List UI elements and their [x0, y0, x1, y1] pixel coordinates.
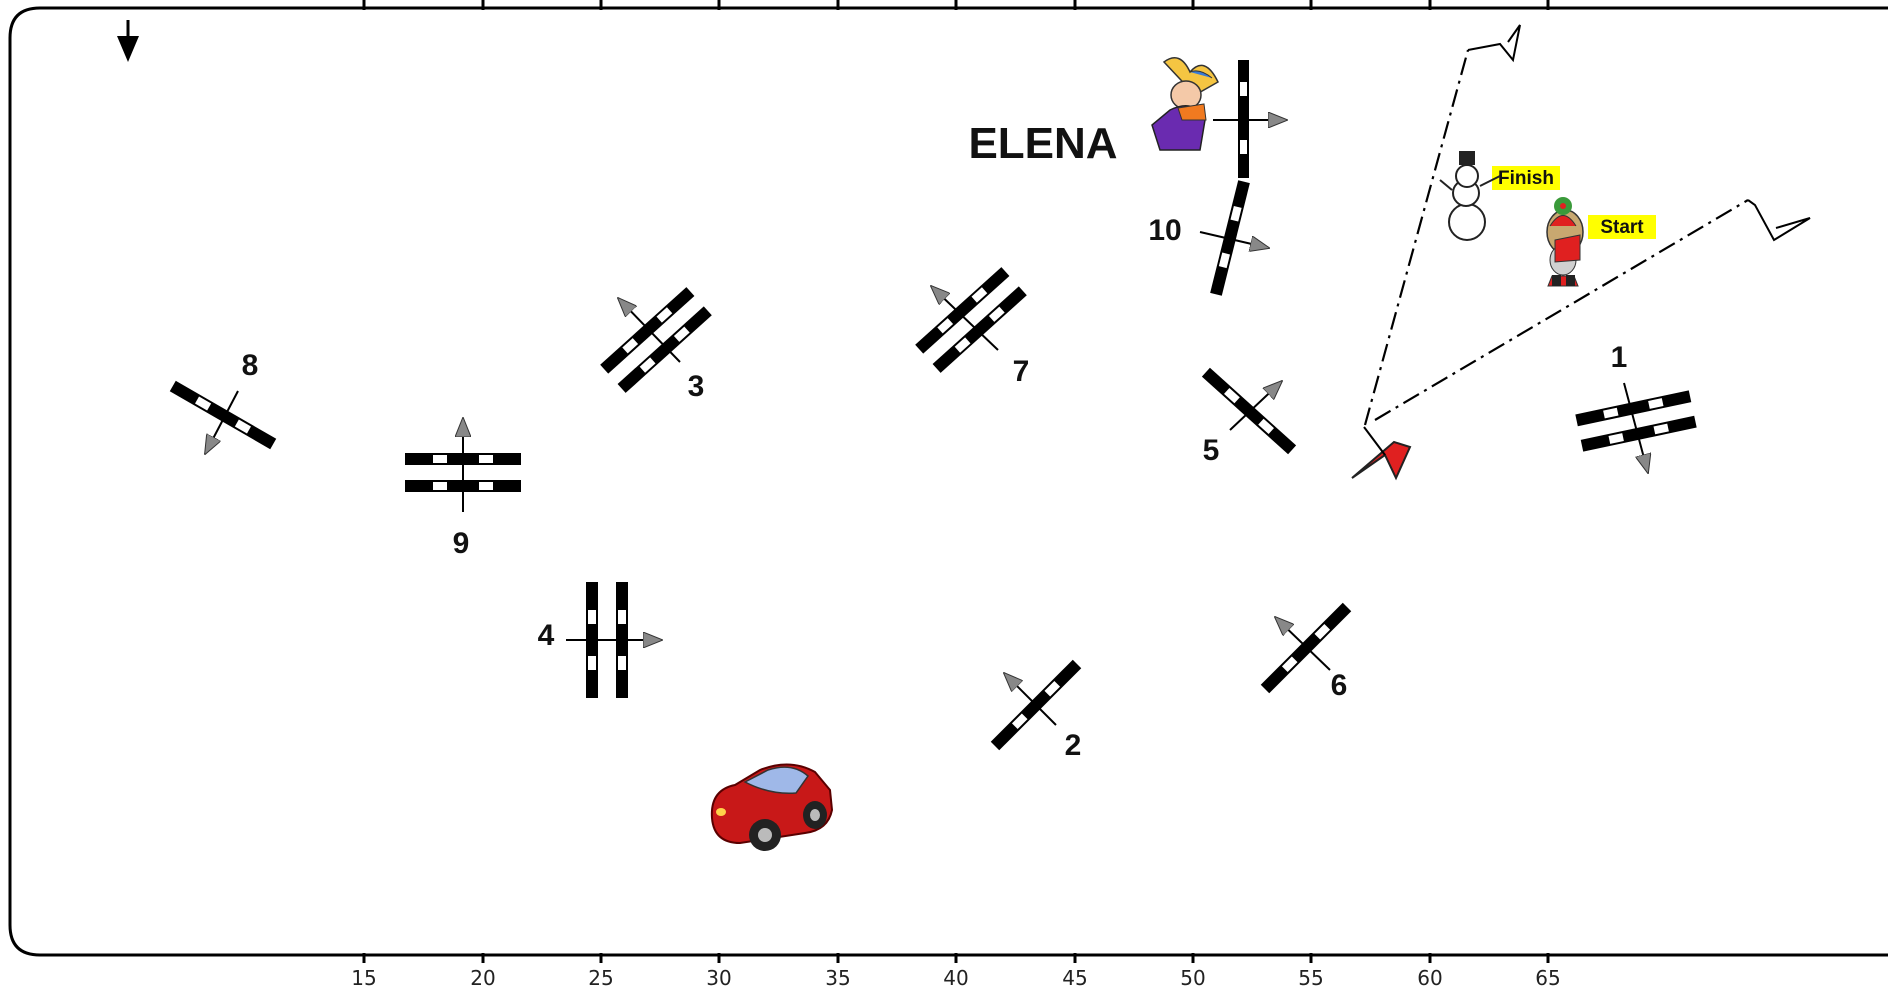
finish-tag: Finish [1492, 166, 1560, 190]
jump-direction-arrow [618, 298, 681, 363]
axis-tick-label: 60 [1417, 966, 1442, 986]
obstacle-4-label: 4 [538, 619, 555, 652]
axis-tick-label: 55 [1298, 966, 1323, 986]
jester-clipart [1151, 57, 1219, 151]
finish-label: Finish [1498, 168, 1554, 189]
axis-tick-label: 25 [588, 966, 613, 986]
axis-tick-label: 50 [1180, 966, 1205, 986]
axis-tick-label: 20 [470, 966, 495, 986]
jump-direction-arrow [1229, 381, 1282, 431]
jump-direction-arrow [1004, 673, 1057, 726]
red-car-clipart [710, 763, 834, 851]
obstacle-3-label: 3 [688, 370, 705, 403]
axis-tick-label: 35 [825, 966, 850, 986]
course-name: ELENA [968, 119, 1117, 168]
axis-tick-label: 45 [1062, 966, 1087, 986]
obstacle-6-label: 6 [1331, 669, 1348, 702]
arrow-down-icon [117, 20, 139, 62]
obstacle-2-label: 2 [1065, 729, 1082, 762]
bottom-ruler [362, 953, 1550, 963]
jump-direction-arrow [1623, 382, 1648, 473]
obstacle-7 [915, 267, 1027, 373]
axis-tick-label: 30 [706, 966, 731, 986]
axis-tick-label: 40 [943, 966, 968, 986]
santa-clipart [1546, 197, 1584, 287]
jump-direction-arrow [1199, 231, 1269, 248]
obstacle-10-label: 10 [1148, 214, 1181, 247]
obstacle-1 [1575, 390, 1697, 452]
start-label: Start [1600, 217, 1644, 238]
arena-border [8, 6, 1888, 957]
start-flag-icon [1351, 426, 1412, 481]
jump-direction-arrow [931, 286, 999, 351]
obstacle-9-label: 9 [453, 527, 470, 560]
obstacle-5-label: 5 [1203, 434, 1220, 467]
start-tag: Start [1588, 215, 1656, 239]
obstacle-8 [169, 380, 277, 450]
obstacle-7-label: 7 [1013, 355, 1030, 388]
top-ruler [362, 0, 1550, 10]
obstacle-1-label: 1 [1611, 341, 1628, 374]
jump-direction-arrow [1275, 617, 1331, 671]
start-finish-lines [1363, 49, 1749, 426]
snowman-clipart [1439, 151, 1501, 241]
axis-tick-label: 65 [1535, 966, 1560, 986]
axis-tick-label: 15 [351, 966, 376, 986]
jump-direction-arrow [205, 390, 239, 454]
obstacle-8-label: 8 [242, 349, 259, 382]
obstacle-10 [1210, 60, 1250, 296]
flag-icon [1467, 24, 1811, 242]
